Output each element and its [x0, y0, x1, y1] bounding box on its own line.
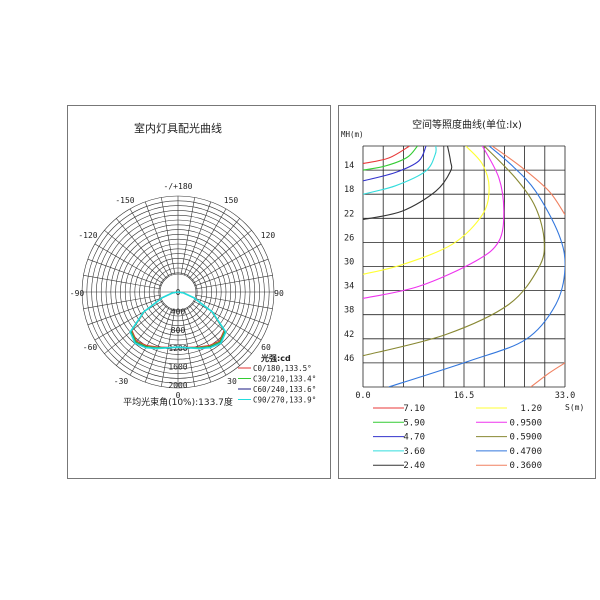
unit-label: 光强:cd: [260, 353, 291, 363]
legend-label: C0/180,133.5°: [253, 364, 312, 373]
isolux-contour-4: [363, 146, 453, 221]
beam-angle-footer: 平均光束角(10%):133.7度: [123, 396, 233, 408]
angle-label: 150: [224, 196, 239, 205]
y-tick-label: 42: [344, 330, 354, 340]
angle-label: 90: [274, 289, 284, 298]
radial-tick-label: 2000: [168, 381, 187, 390]
polar-spoke: [144, 201, 173, 276]
isolux-contour-1: [363, 146, 418, 171]
radial-tick-label: 1200: [168, 344, 187, 353]
legend-label: 0.4700: [509, 447, 542, 457]
radial-tick-label: 800: [171, 326, 186, 335]
legend-label: 2.40: [403, 461, 425, 471]
polar-spoke: [180, 197, 195, 275]
angle-label: -90: [70, 289, 85, 298]
polar-spoke: [104, 303, 165, 354]
angle-label: 30: [227, 377, 237, 386]
isolux-contour-3: [363, 146, 437, 195]
legend-label: C60/240,133.6°: [253, 385, 316, 394]
chart-title: 室内灯具配光曲线: [134, 121, 222, 135]
legend-label: C30/210,133.4°: [253, 375, 316, 384]
y-tick-label: 30: [344, 258, 354, 268]
angle-label: 60: [261, 343, 271, 352]
polar-spoke: [161, 197, 176, 275]
polar-spoke: [83, 275, 161, 290]
isolux-contour-5: [363, 146, 490, 275]
legend-label: C90/270,133.9°: [253, 396, 316, 405]
radial-tick-label: 1600: [168, 363, 187, 372]
isolux-contour-9: [530, 362, 565, 387]
legend-label: 7.10: [403, 404, 425, 414]
polar-curve-3: [129, 291, 227, 350]
x-axis-label: S(m): [565, 403, 584, 412]
y-axis-label: MH(m): [341, 130, 364, 139]
radial-tick-label: 400: [171, 307, 186, 316]
legend-label: 4.70: [403, 433, 425, 443]
polar-spoke: [87, 258, 162, 287]
isolux-chart: 空间等照度曲线(单位:lx) MH(m) 14 18 22 26 30 34 38 42 46 0.0…: [341, 118, 584, 471]
isolux-panel: 空间等照度曲线(单位:lx) MH(m) 14 18 22 26 30 34 38 42 46 0.0…: [338, 105, 596, 479]
polar-spoke: [144, 308, 173, 383]
angle-label: 120: [261, 231, 276, 240]
isolux-contour-9: [491, 146, 565, 216]
isolux-contour-0: [363, 146, 410, 165]
legend-label: 0.3600: [509, 461, 542, 471]
polar-spoke: [191, 303, 252, 354]
angle-label: 0: [176, 391, 181, 400]
legend-label: 1.20: [520, 404, 542, 414]
polar-spoke: [194, 258, 269, 287]
polar-spoke: [195, 275, 273, 290]
angle-label: -150: [115, 196, 134, 205]
polar-spoke: [191, 230, 252, 281]
y-tick-label: 46: [344, 354, 354, 364]
polar-spoke: [87, 297, 162, 326]
y-tick-label: 26: [344, 233, 354, 243]
isolux-contour-8: [388, 146, 565, 387]
polar-spoke: [195, 294, 273, 309]
angle-label: -120: [78, 231, 97, 240]
polar-spoke: [194, 297, 269, 326]
isolux-contour-6: [363, 146, 505, 299]
legend-label: 0.9500: [509, 418, 542, 428]
y-tick-label: 22: [344, 209, 354, 219]
chart-title: 空间等照度曲线(单位:lx): [412, 118, 522, 131]
polar-spoke: [129, 307, 170, 376]
y-tick-label: 14: [344, 161, 354, 171]
x-tick-label: 0.0: [355, 391, 370, 401]
y-tick-label: 34: [344, 282, 354, 292]
polar-spoke: [193, 243, 262, 284]
polar-spoke: [129, 208, 170, 277]
polar-spoke: [94, 243, 163, 284]
polar-panel: 室内灯具配光曲线 -/+180 -150 150 -120 120 -90 90 -60 60 -3…: [67, 105, 331, 479]
legend-label: 3.60: [403, 447, 425, 457]
polar-spoke: [83, 294, 161, 309]
y-tick-label: 38: [344, 306, 354, 316]
polar-spoke: [116, 218, 167, 279]
isolux-contour-7: [363, 146, 545, 357]
polar-spoke: [186, 208, 227, 277]
angle-label: -/+180: [164, 182, 193, 191]
polar-spoke: [189, 218, 240, 279]
legend-label: 0.5900: [509, 433, 542, 443]
isolux-contour-2: [363, 146, 427, 182]
angle-label: -60: [83, 343, 98, 352]
x-tick-label: 33.0: [555, 391, 575, 401]
polar-chart: 室内灯具配光曲线 -/+180 -150 150 -120 120 -90 90 -60 60 -3…: [70, 121, 316, 408]
polar-spoke: [189, 305, 240, 366]
polar-spoke: [183, 201, 212, 276]
angle-label: -30: [114, 377, 129, 386]
polar-spoke: [183, 308, 212, 383]
x-tick-label: 16.5: [454, 391, 474, 401]
legend-label: 5.90: [403, 418, 425, 428]
y-tick-label: 18: [344, 185, 354, 195]
polar-spoke: [193, 300, 262, 341]
polar-spoke: [104, 230, 165, 281]
polar-spoke: [94, 300, 163, 341]
polar-spoke: [116, 305, 167, 366]
polar-spoke: [186, 307, 227, 376]
